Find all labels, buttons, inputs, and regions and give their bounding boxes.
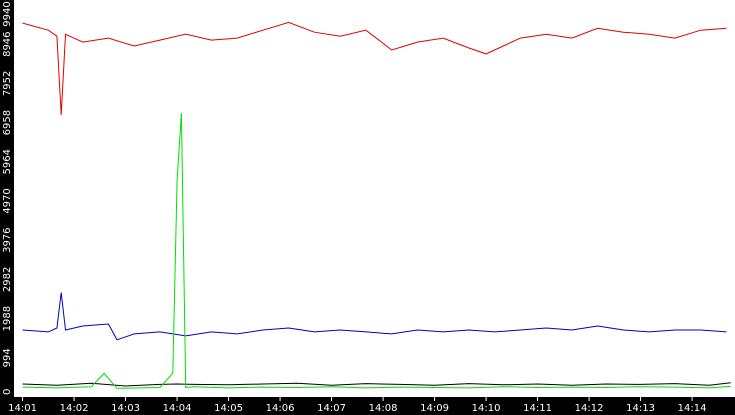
y-tick-label: 7952 <box>2 71 13 96</box>
x-tick-label: 14:11 <box>523 403 552 414</box>
series-line-2 <box>22 292 727 341</box>
x-tick-label: 14:13 <box>626 403 655 414</box>
y-tick-label: 1988 <box>2 306 13 331</box>
y-tick-label: 3976 <box>2 227 13 252</box>
x-tick-label: 14:07 <box>317 403 346 414</box>
y-tick-labels: 0 994 1988 2982 3976 4970 5964 6958 7952 8946 9940 <box>2 1 13 395</box>
y-axis-band <box>0 0 14 415</box>
series-layer <box>22 21 731 389</box>
y-tick-label: 4970 <box>2 188 13 213</box>
series-line-1 <box>22 21 727 116</box>
x-tick-label: 14:06 <box>266 403 295 414</box>
series-line-3 <box>22 382 731 387</box>
x-tick-label: 14:12 <box>575 403 604 414</box>
y-tick-label: 5964 <box>2 149 13 174</box>
y-tick-label: 2982 <box>2 267 13 292</box>
y-tick-label: 0 <box>2 389 13 395</box>
x-tick-label: 14:05 <box>214 403 243 414</box>
x-axis-band <box>0 397 735 415</box>
series-line-4 <box>22 113 731 389</box>
y-tick-label: 6958 <box>2 110 13 135</box>
x-tick-label: 14:03 <box>111 403 140 414</box>
y-tick-label: 9940 <box>2 1 13 26</box>
x-tick-label: 14:09 <box>420 403 449 414</box>
x-tick-label: 14:14 <box>678 403 707 414</box>
x-tick-label: 14:08 <box>369 403 398 414</box>
y-tick-label: 8946 <box>2 31 13 56</box>
x-tick-label: 14:01 <box>8 403 37 414</box>
x-tick-labels: 14:01 14:02 14:03 14:04 14:05 14:06 14:07 14:08… <box>8 397 706 414</box>
x-tick-label: 14:04 <box>163 403 192 414</box>
x-tick-label: 14:02 <box>60 403 89 414</box>
x-tick-label: 14:10 <box>472 403 501 414</box>
y-tick-label: 994 <box>2 348 13 367</box>
